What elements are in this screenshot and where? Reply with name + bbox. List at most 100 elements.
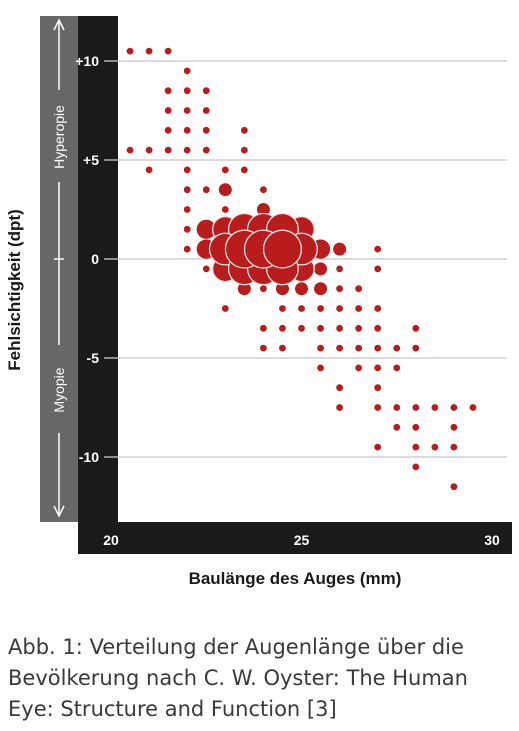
data-point [393,344,401,352]
data-point [298,324,305,332]
data-point [202,186,210,194]
data-point [183,206,191,213]
data-point [183,146,191,154]
data-point [164,107,172,114]
data-point [393,423,401,431]
data-point [183,225,191,233]
data-point [237,282,251,296]
data-point [145,47,153,55]
data-point [202,265,210,273]
data-point [374,344,382,352]
arrow-down-icon [53,505,65,518]
data-point [260,285,267,293]
data-point [374,384,382,392]
data-point [469,404,477,411]
y-axis-band [78,16,118,522]
data-point [164,47,172,55]
data-point [412,423,420,431]
y-tick-label: +5 [83,152,99,168]
data-point [295,282,308,296]
data-point [355,344,363,352]
data-point [355,364,363,372]
data-point [393,364,401,372]
data-point [202,146,210,154]
data-point [202,126,210,134]
data-point [126,47,134,55]
data-point [196,219,216,239]
x-tick-label: 25 [294,532,310,548]
data-point [202,107,210,114]
myopia-label: Myopie [51,367,67,412]
data-point [183,245,191,253]
data-point [183,126,191,134]
data-point [317,324,324,332]
data-point [431,404,439,411]
data-point [374,443,382,451]
data-point [221,305,229,312]
data-point [374,404,382,411]
data-point [240,126,248,134]
data-point [450,443,458,451]
data-point [412,443,420,451]
data-point [450,423,458,431]
data-point [164,87,172,95]
data-point [431,443,439,451]
data-point [145,146,153,154]
refraction-band: Hyperopie Myopie [51,18,67,518]
data-point [260,344,267,352]
data-point [336,305,343,312]
data-point [355,285,363,293]
data-point [240,166,248,174]
data-point [374,245,382,253]
data-point [374,305,382,312]
data-point [374,265,382,273]
data-point [183,186,191,194]
data-point [355,305,363,312]
data-point [145,166,153,174]
y-tick-labels: +10 +5 0 -5 -10 [75,53,118,465]
arrow-up-icon [53,18,65,31]
data-point [221,206,229,213]
y-tick-label: +10 [75,53,99,69]
data-point [260,186,267,194]
x-tick-label: 20 [103,532,119,548]
data-point [298,305,305,312]
data-point [333,242,347,256]
data-point [412,344,420,352]
figure-caption: Abb. 1: Verteilung der Augenlänge über d… [8,635,468,721]
data-point [374,364,382,372]
data-point [256,203,270,216]
data-point [336,344,343,352]
data-points [126,47,477,491]
data-point [450,483,458,491]
data-point [336,384,343,392]
y-tick-label: 0 [91,251,99,267]
x-axis-band [78,522,512,554]
data-point [393,404,401,411]
data-point [279,344,286,352]
hyperopia-label: Hyperopie [51,105,67,169]
data-point [336,285,343,293]
y-axis-label: Fehlsichtigkeit (dpt) [5,209,24,371]
eye-length-scatter-chart: +10 +5 0 -5 -10 20 25 30 Hyperopie Myopie Fehl… [5,16,512,588]
data-point [221,166,229,174]
data-point [314,262,328,276]
data-point [183,87,191,95]
data-point [317,344,324,352]
data-point [314,282,328,296]
data-point [374,324,382,332]
data-point [183,67,191,75]
data-point [317,364,324,372]
y-tick-label: -5 [87,350,100,366]
data-point [126,146,134,154]
data-point [164,126,172,134]
data-point [240,146,248,154]
data-point [336,404,343,411]
data-point [279,305,286,312]
data-point [262,229,303,269]
data-point [412,324,420,332]
data-point [336,324,343,332]
data-point [275,282,289,296]
data-point [412,404,420,411]
y-tick-label: -10 [79,449,99,465]
